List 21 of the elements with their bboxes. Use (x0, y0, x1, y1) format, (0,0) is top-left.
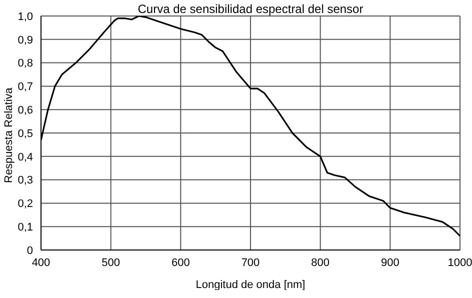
x-tick-label: 400 (32, 256, 50, 269)
y-tick-label: 0,8 (18, 58, 33, 70)
x-tick-label: 900 (380, 256, 400, 269)
y-tick-label: 0,4 (18, 151, 33, 164)
y-tick-label: 0,1 (18, 222, 33, 234)
y-tick-label: 0,9 (18, 34, 33, 46)
x-axis-title: Longitud de onda [nm] (196, 279, 306, 291)
chart-title: Curva de sensibilidad espectral del sensor (136, 2, 364, 16)
y-tick-label: 0,6 (18, 104, 33, 117)
y-axis-title: Respuesta Relativa (2, 86, 15, 183)
y-tick-label: 0,2 (18, 198, 33, 210)
x-tick-label: 800 (311, 256, 330, 269)
y-tick-label: 0,5 (18, 128, 33, 140)
x-tick-label: 600 (171, 256, 190, 269)
y-tick-label: 0 (26, 244, 33, 257)
y-tick-label: 0,7 (18, 81, 33, 94)
y-tick-label: 0,3 (18, 174, 33, 187)
x-tick-label: 1000 (448, 256, 472, 269)
x-tick-label: 500 (102, 256, 120, 269)
y-tick-label: 1,0 (18, 10, 33, 23)
x-tick-label: 700 (241, 256, 260, 269)
